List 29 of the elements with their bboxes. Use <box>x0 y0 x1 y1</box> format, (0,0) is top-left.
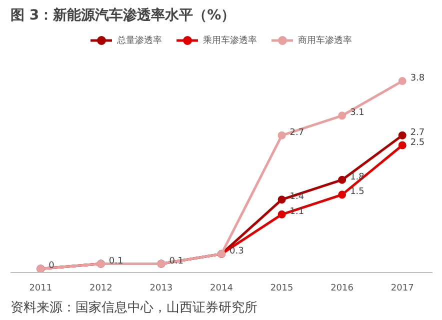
data-label: 0.1 <box>108 256 124 266</box>
x-tick-label: 2011 <box>29 284 52 294</box>
point <box>278 196 286 204</box>
data-label: 3.8 <box>410 74 425 84</box>
point <box>398 141 406 150</box>
point <box>398 131 406 140</box>
x-tick-label: 2012 <box>89 284 112 294</box>
x-tick-label: 2013 <box>150 284 173 294</box>
x-tick-label: 2017 <box>390 284 414 294</box>
point <box>278 210 286 218</box>
point <box>338 176 346 184</box>
data-label: 2.5 <box>410 138 425 148</box>
x-tick-label: 2014 <box>210 284 234 294</box>
legend-label: 总量渗透率 <box>117 34 162 46</box>
x-tick-label: 2015 <box>270 284 294 294</box>
data-label: 1.5 <box>350 187 364 198</box>
data-label: 3.1 <box>350 108 364 118</box>
x-tick-label: 2016 <box>330 284 354 294</box>
point <box>398 77 406 86</box>
point <box>338 112 346 120</box>
point <box>338 190 346 199</box>
legend-label: 乘用车渗透率 <box>203 34 257 46</box>
point <box>278 131 286 140</box>
text: 资料来源：国家信息中心，山西证券研究所 <box>10 300 258 316</box>
data-label: 2.7 <box>290 128 304 138</box>
chart-title: 图 3：新能源汽车渗透率水平（%） <box>10 6 236 24</box>
data-label: 0.3 <box>230 246 244 256</box>
data-label: 2.7 <box>410 128 425 138</box>
legend-label: 商用车渗透率 <box>298 34 352 46</box>
